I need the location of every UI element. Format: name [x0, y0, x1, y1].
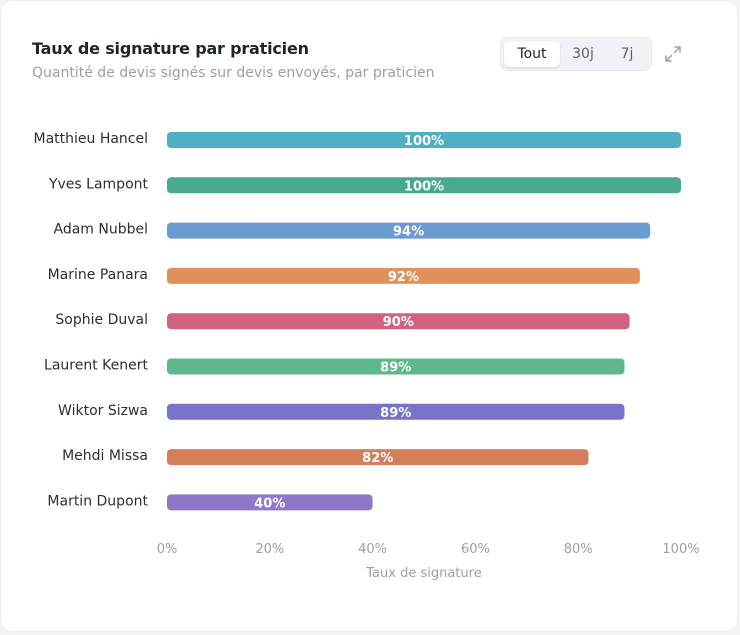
category-label: Marine Panara [48, 267, 148, 283]
bar-value-label: 89% [380, 361, 411, 376]
bar[interactable] [167, 267, 640, 284]
x-tick-label: 60% [461, 542, 490, 557]
x-tick-label: 100% [662, 542, 699, 557]
bar[interactable] [167, 222, 651, 239]
bar[interactable] [167, 132, 681, 148]
x-tick-label: 20% [255, 542, 284, 557]
category-label: Mehdi Missa [62, 448, 148, 464]
bar-value-label: 100% [404, 179, 444, 194]
bar[interactable] [167, 358, 625, 375]
category-label: Matthieu Hancel [33, 131, 148, 147]
category-label: Yves Lampont [48, 176, 149, 192]
bar-value-label: 40% [254, 496, 285, 511]
category-label: Wiktor Sizwa [58, 403, 148, 419]
bar-value-label: 92% [388, 270, 419, 285]
expand-icon[interactable] [664, 45, 682, 63]
bar[interactable] [167, 403, 625, 420]
category-label: Laurent Kenert [44, 358, 148, 374]
bar-value-label: 89% [380, 406, 411, 421]
bar-value-label: 82% [362, 451, 393, 466]
bar-value-label: 100% [404, 134, 444, 149]
bar-value-label: 94% [393, 225, 424, 240]
bar[interactable] [167, 449, 589, 466]
period-selector: Tout 30j 7j [500, 37, 652, 71]
bar[interactable] [167, 177, 681, 194]
period-button-7-days[interactable]: 7j [620, 46, 634, 62]
x-tick-label: 80% [564, 542, 593, 557]
bar[interactable] [167, 313, 630, 330]
category-label: Adam Nubbel [53, 222, 148, 238]
category-label: Martin Dupont [47, 493, 148, 509]
chart-subtitle: Quantité de devis signés sur devis envoy… [32, 65, 435, 81]
period-button-30-days[interactable]: 30j [572, 46, 594, 62]
x-axis-title: Taux de signature [365, 566, 481, 581]
period-button-all[interactable]: Tout [504, 41, 560, 67]
chart-title: Taux de signature par praticien [32, 39, 309, 58]
bar[interactable] [167, 494, 373, 511]
category-label: Sophie Duval [55, 312, 148, 328]
x-tick-label: 40% [358, 542, 387, 557]
bar-value-label: 90% [383, 315, 414, 330]
x-tick-label: 0% [157, 542, 178, 557]
